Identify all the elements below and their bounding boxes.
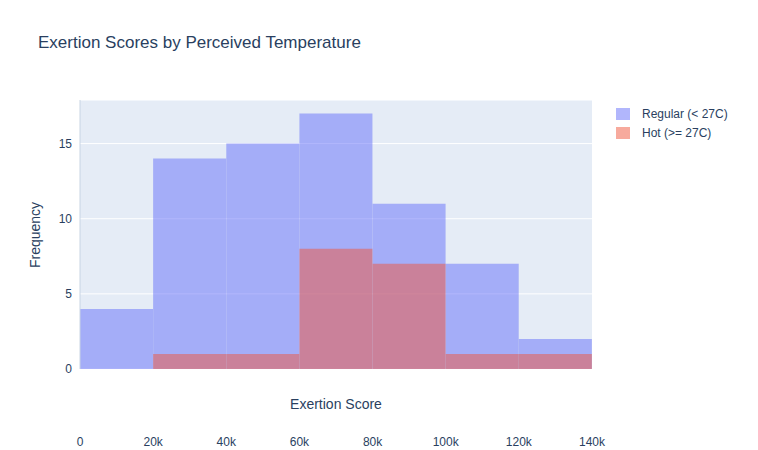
svg-text:140k: 140k: [579, 435, 606, 449]
html-text:Exertion Scores by Perceived T: Exertion Scores by Perceived Temperature: [38, 33, 361, 52]
svg-text:0: 0: [77, 435, 84, 449]
html-text:Regular (< 27C): Regular (< 27C): [642, 106, 728, 121]
svg-text:5: 5: [65, 287, 72, 301]
html-text:Exertion Score: Exertion Score: [290, 396, 382, 412]
html-text:Hot (>= 27C): Hot (>= 27C): [642, 125, 712, 140]
svg-text:120k: 120k: [506, 435, 533, 449]
svg-text:10: 10: [59, 212, 73, 226]
svg-text:20k: 20k: [143, 435, 163, 449]
svg-text:80k: 80k: [363, 435, 383, 449]
svg-text:0: 0: [65, 362, 72, 376]
svg-text:15: 15: [59, 137, 73, 151]
svg-text:40k: 40k: [217, 435, 237, 449]
svg-text:60k: 60k: [290, 435, 310, 449]
html-text:Frequency: Frequency: [27, 201, 43, 269]
svg-text:100k: 100k: [433, 435, 460, 449]
